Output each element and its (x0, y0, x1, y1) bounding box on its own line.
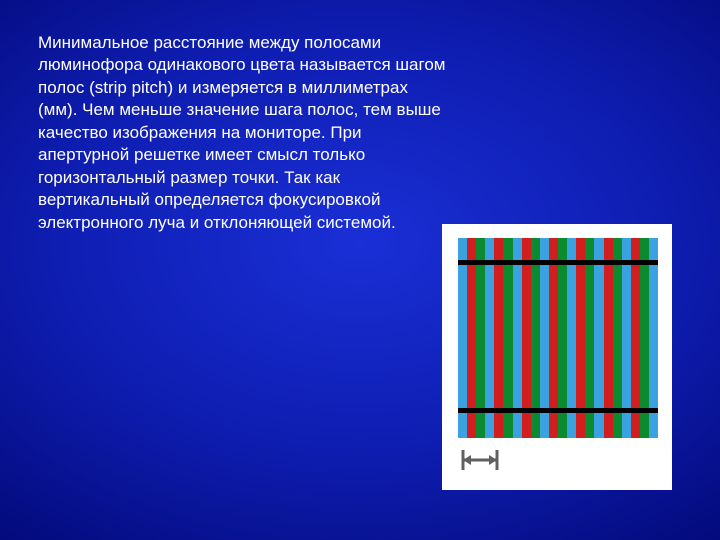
aperture-grille-figure (442, 224, 672, 490)
phosphor-stripe (594, 238, 603, 438)
pitch-arrows-icon (463, 450, 497, 470)
phosphor-stripe (558, 238, 567, 438)
phosphor-stripe (467, 238, 476, 438)
phosphor-stripe (494, 238, 503, 438)
phosphor-stripe (631, 238, 640, 438)
phosphor-stripe (513, 238, 522, 438)
phosphor-stripe (585, 238, 594, 438)
phosphor-stripe (567, 238, 576, 438)
strip-pitch-indicator (460, 448, 518, 474)
phosphor-stripe (531, 238, 540, 438)
phosphor-stripe (540, 238, 549, 438)
phosphor-stripe (522, 238, 531, 438)
phosphor-stripe (622, 238, 631, 438)
phosphor-stripe (613, 238, 622, 438)
body-paragraph: Минимальное расстояние между полосами лю… (38, 32, 446, 234)
phosphor-stripe (476, 238, 485, 438)
phosphor-stripe (503, 238, 512, 438)
phosphor-stripe (485, 238, 494, 438)
phosphor-stripe (549, 238, 558, 438)
phosphor-stripe (640, 238, 649, 438)
phosphor-stripe (576, 238, 585, 438)
phosphor-stripe (458, 238, 467, 438)
phosphor-stripes (458, 238, 658, 438)
phosphor-stripe (604, 238, 613, 438)
phosphor-stripe (649, 238, 658, 438)
